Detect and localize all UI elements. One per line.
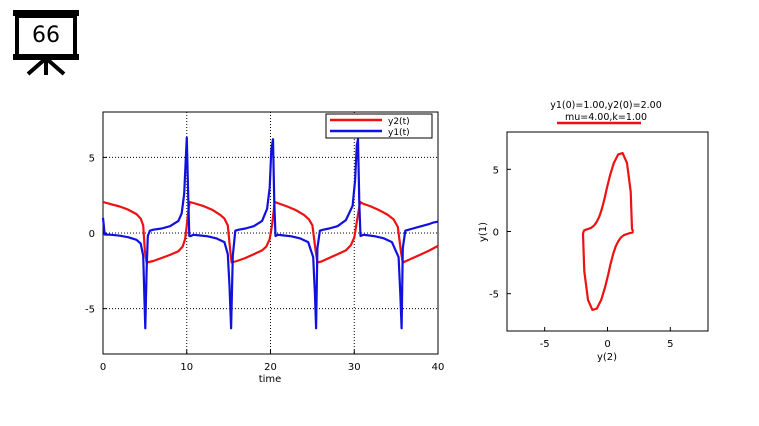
slide-number: 66 <box>32 23 60 48</box>
right-title-line2: mu=4.00,k=1.00 <box>565 112 647 123</box>
series-line-y2 <box>102 200 439 264</box>
legend-label-y1: y1(t) <box>388 128 410 138</box>
right-x-tick-label: -5 <box>540 339 550 350</box>
right-plot-frame <box>506 131 709 332</box>
legend-label-y2: y2(t) <box>388 117 410 127</box>
right-title-line1: y1(0)=1.00,y2(0)=2.00 <box>550 100 662 111</box>
left-ticks: 0 10 20 30 40 -5 0 5 <box>85 153 444 373</box>
presentation-board-icon <box>10 8 82 78</box>
left-x-tick-label: 20 <box>264 362 277 373</box>
left-y-tick-label: -5 <box>85 305 95 316</box>
series-line-y1 <box>101 136 439 330</box>
left-x-axis-label: time <box>259 374 282 385</box>
left-x-tick-label: 30 <box>348 362 361 373</box>
right-x-axis-label: y(2) <box>597 352 617 363</box>
right-ticks: -5 0 5 -5 0 5 <box>489 165 673 350</box>
left-x-tick-label: 40 <box>432 362 445 373</box>
right-y-tick-label: -5 <box>489 290 499 301</box>
right-x-tick-label: 5 <box>667 339 673 350</box>
left-y-tick-label: 5 <box>89 153 95 164</box>
right-y-tick-label: 0 <box>493 228 499 239</box>
left-y-tick-label: 0 <box>89 229 95 240</box>
right-x-tick-label: 0 <box>604 339 610 350</box>
right-series-lines <box>581 152 635 311</box>
left-x-tick-label: 10 <box>180 362 193 373</box>
legend: y2(t) y1(t) <box>325 113 433 139</box>
time-series-chart: 0 10 20 30 40 -5 0 5 time y2(t) y1(t) <box>85 111 444 385</box>
legend-box <box>325 113 433 139</box>
phase-plane-chart: y1(0)=1.00,y2(0)=2.00 mu=4.00,k=1.00 -5 0… <box>478 100 709 363</box>
right-y-axis-label: y(1) <box>478 222 489 242</box>
phase-trajectory-line <box>581 152 635 311</box>
left-x-tick-label: 0 <box>100 362 106 373</box>
right-y-tick-label: 5 <box>493 165 499 176</box>
left-series-lines <box>101 136 439 330</box>
